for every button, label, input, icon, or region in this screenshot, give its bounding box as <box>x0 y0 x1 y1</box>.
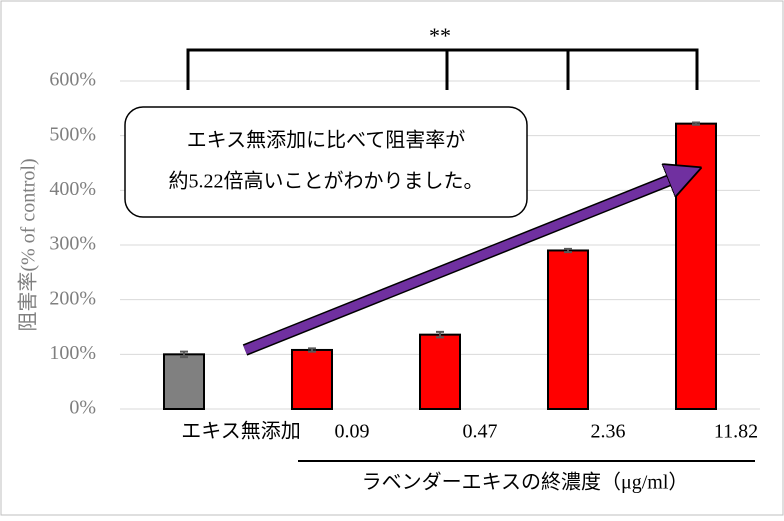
y-tick-label: 0% <box>69 397 96 419</box>
x-tick-label: 11.82 <box>714 421 758 443</box>
bar <box>547 249 589 410</box>
y-axis-label: 阻害率(% of control) <box>17 158 40 331</box>
bar <box>419 333 461 410</box>
bar <box>163 353 205 411</box>
y-tick-label: 200% <box>49 287 96 309</box>
error-bar <box>436 330 444 339</box>
x-tick-label: 0.47 <box>463 421 498 443</box>
error-bar <box>180 350 188 359</box>
y-tick-label: 300% <box>49 233 96 255</box>
significance-label: ** <box>429 23 451 48</box>
x-tick-label: 0.09 <box>335 421 370 443</box>
callout-line: エキス無添加に比べて阻害率が <box>187 129 466 152</box>
error-bar <box>692 121 700 126</box>
y-tick-label: 600% <box>49 69 96 91</box>
x-tick-label: エキス無添加 <box>181 420 300 443</box>
y-tick-label: 400% <box>49 178 96 200</box>
bar <box>675 122 717 410</box>
x-tick-label: 2.36 <box>591 421 626 443</box>
error-bar <box>564 247 572 254</box>
bar <box>291 348 333 410</box>
y-tick-label: 100% <box>49 342 96 364</box>
error-bar <box>308 347 316 353</box>
callout-box <box>124 106 528 218</box>
callout-line: 約5.22倍高いことがわかりました。 <box>169 170 484 193</box>
x-axis-label: ラベンダーエキスの終濃度（μg/ml） <box>362 471 689 494</box>
significance-bracket <box>186 48 699 90</box>
y-tick-label: 500% <box>49 123 96 145</box>
arrow <box>243 174 685 355</box>
